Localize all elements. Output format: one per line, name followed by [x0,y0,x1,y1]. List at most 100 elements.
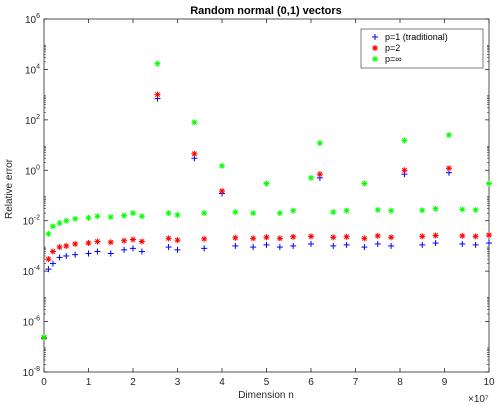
y-tick-label: 10-8 [23,366,40,379]
data-point [121,237,128,244]
y-tick-label: 104 [25,63,40,76]
data-point [276,210,283,217]
plot-area [43,18,490,373]
data-point [138,238,145,245]
y-tick-label: 10-4 [23,265,40,278]
data-point [94,238,101,245]
data-point [330,234,337,241]
data-point [174,246,181,253]
legend: p=1 (traditional)p=2p=∞ [360,28,484,69]
data-point [154,60,161,67]
data-point [432,205,439,212]
data-point [445,165,452,172]
data-point [72,215,79,222]
x-axis-multiplier: ×10⁷ [468,394,489,405]
data-point [174,211,181,218]
data-point [388,207,395,214]
data-point [45,230,52,237]
data-point [41,334,47,341]
data-point [432,240,439,247]
data-point [459,240,466,247]
data-point [419,207,426,214]
data-point [445,132,452,139]
data-point [232,242,239,249]
data-point [121,212,128,219]
data-point [72,251,79,258]
data-points [41,60,492,342]
data-point [201,235,208,242]
x-axis-label: Dimension n [238,390,294,401]
legend-item: p=1 (traditional) [372,32,448,42]
data-point [94,213,101,220]
data-point [250,235,257,242]
legend-marker [372,56,378,62]
x-tick-label: 10 [483,377,495,388]
data-point [361,244,368,251]
y-tick-label: 102 [25,114,40,127]
data-point [130,210,136,217]
data-point [49,223,56,230]
data-point [472,206,479,213]
data-point [138,248,145,255]
data-point [330,242,337,249]
data-point [486,180,492,187]
x-tick-label: 9 [442,377,448,388]
data-point [191,150,198,157]
data-point [49,260,56,267]
data-point [85,250,92,257]
legend-item: p=2 [372,43,400,53]
data-point [330,209,337,216]
data-point [138,213,145,220]
data-point [290,233,297,240]
data-point [63,252,70,259]
data-point [401,137,408,144]
data-point [72,240,79,247]
data-point [250,210,257,217]
data-point [388,242,395,249]
data-point [165,244,172,251]
y-axis-ticks: 10-8 10-6 10-4 10-2 100 102 104 106 [23,13,489,379]
y-tick-label: 100 [25,164,40,177]
data-point [459,206,466,213]
data-point [343,233,350,240]
data-point [63,242,70,249]
data-point [308,174,314,181]
legend-item: p=∞ [372,54,402,64]
data-point [276,244,283,251]
data-point [63,217,70,224]
y-axis-label: Relative error [4,158,15,219]
x-tick-label: 2 [130,377,136,388]
data-point [85,214,92,221]
data-point [130,245,136,252]
data-point [308,233,314,240]
data-point [107,214,114,221]
x-tick-label: 6 [308,377,314,388]
data-point [432,232,439,239]
y-tick-label: 106 [25,13,40,26]
data-point [107,250,114,257]
data-point [419,241,426,248]
data-point [232,209,239,216]
data-point [45,266,52,273]
x-tick-label: 1 [86,377,92,388]
data-point [308,240,314,247]
x-tick-label: 0 [41,377,47,388]
data-point [343,241,350,248]
data-point [201,210,208,217]
x-tick-label: 5 [264,377,270,388]
legend-label: p=2 [385,43,400,53]
data-point [191,119,198,126]
data-point [374,232,381,239]
legend-marker [372,45,378,51]
data-point [165,235,172,242]
data-point [388,234,395,241]
data-point [107,239,114,246]
data-point [165,210,172,217]
data-point [121,246,128,253]
data-point [374,206,381,213]
data-point [316,171,323,178]
data-point [130,236,136,243]
x-tick-label: 8 [397,377,403,388]
data-point [276,235,283,242]
data-point [154,91,161,98]
